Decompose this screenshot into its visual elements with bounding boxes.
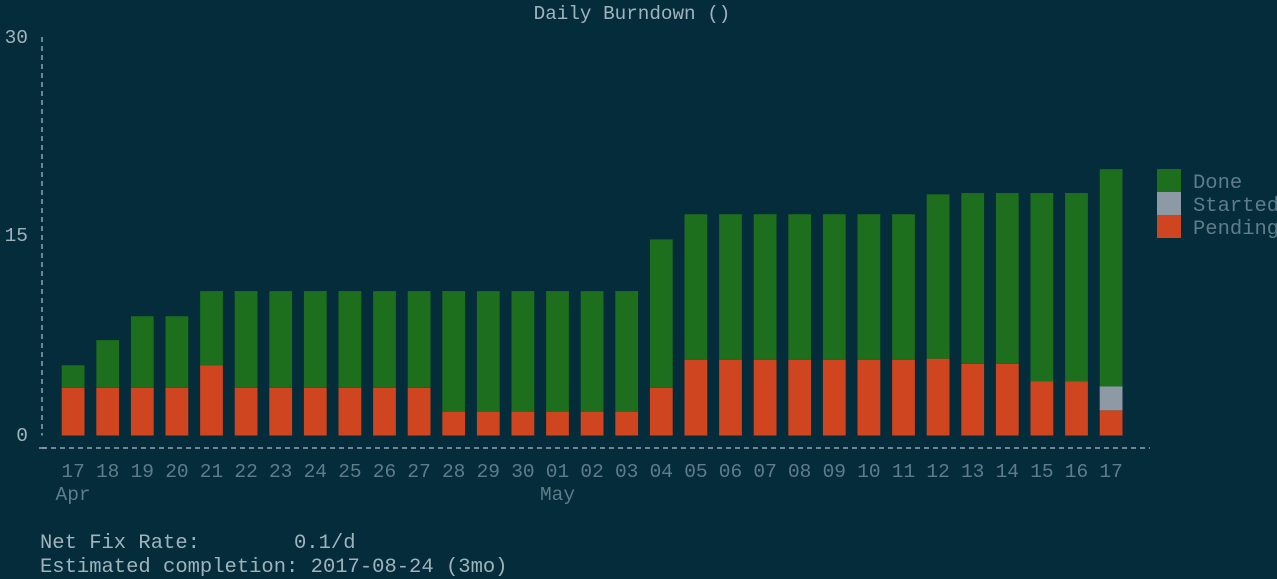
svg-text:11: 11: [892, 461, 915, 483]
svg-text:06: 06: [719, 461, 742, 483]
svg-text:21: 21: [200, 461, 223, 483]
svg-text:Pending: Pending: [1193, 218, 1277, 241]
svg-text:18: 18: [96, 461, 119, 483]
svg-text:0: 0: [16, 425, 28, 447]
svg-text:08: 08: [788, 461, 811, 483]
svg-text:May: May: [540, 484, 575, 506]
svg-text:15: 15: [1030, 461, 1053, 483]
svg-text:10: 10: [857, 461, 880, 483]
svg-text:22: 22: [234, 461, 257, 483]
svg-text:20: 20: [165, 461, 188, 483]
svg-text:30: 30: [511, 461, 534, 483]
svg-text:17: 17: [1099, 461, 1122, 483]
svg-text:Apr: Apr: [56, 484, 91, 506]
svg-text:28: 28: [442, 461, 465, 483]
svg-text:03: 03: [615, 461, 638, 483]
svg-text:29: 29: [477, 461, 500, 483]
svg-text:09: 09: [823, 461, 846, 483]
svg-text:27: 27: [407, 461, 430, 483]
svg-text:07: 07: [753, 461, 776, 483]
svg-text:26: 26: [373, 461, 396, 483]
svg-text:12: 12: [926, 461, 949, 483]
svg-text:14: 14: [996, 461, 1019, 483]
svg-text:05: 05: [684, 461, 707, 483]
svg-text:25: 25: [338, 461, 361, 483]
svg-text:04: 04: [650, 461, 673, 483]
svg-text:16: 16: [1065, 461, 1088, 483]
svg-text:13: 13: [961, 461, 984, 483]
svg-text:17: 17: [61, 461, 84, 483]
svg-text:Estimated completion: 2017-08-: Estimated completion: 2017-08-24 (3mo): [40, 556, 507, 579]
svg-text:01: 01: [546, 461, 569, 483]
svg-text:Started: Started: [1193, 195, 1277, 218]
svg-text:0.1/d: 0.1/d: [294, 532, 356, 555]
svg-text:15: 15: [5, 225, 28, 247]
svg-text:24: 24: [304, 461, 327, 483]
svg-text:Daily Burndown (): Daily Burndown (): [534, 3, 731, 25]
svg-text:19: 19: [131, 461, 154, 483]
svg-text:02: 02: [580, 461, 603, 483]
svg-text:Done: Done: [1193, 172, 1242, 195]
svg-text:Net Fix Rate:: Net Fix Rate:: [40, 532, 200, 555]
svg-text:30: 30: [5, 27, 28, 49]
svg-text:23: 23: [269, 461, 292, 483]
